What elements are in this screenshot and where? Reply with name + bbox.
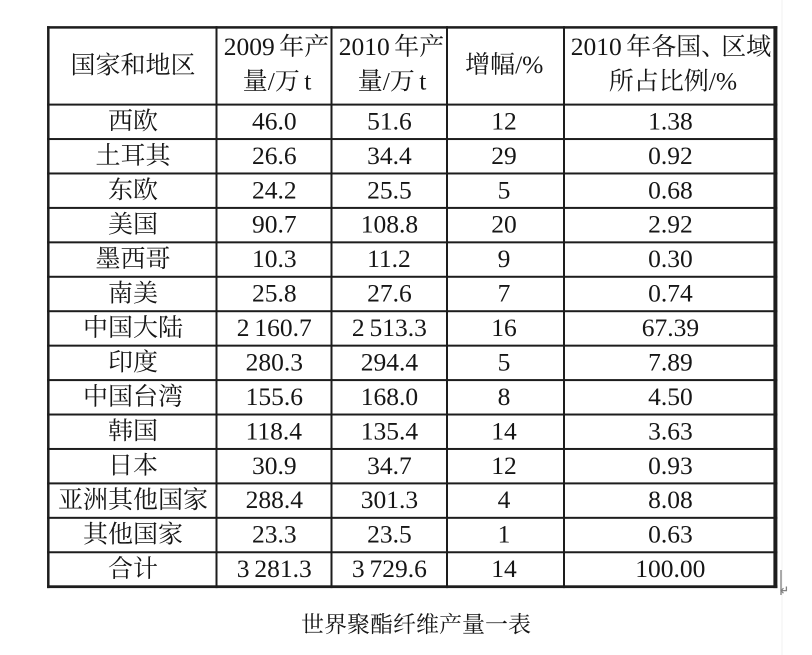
svg-text:0.74: 0.74	[648, 279, 693, 308]
svg-text:135.4: 135.4	[361, 416, 419, 445]
svg-text:5: 5	[498, 175, 511, 204]
svg-text:2: 2	[352, 313, 365, 342]
svg-text:118.4: 118.4	[246, 416, 303, 445]
svg-text:2: 2	[237, 313, 250, 342]
svg-text:2009: 2009	[224, 32, 275, 61]
svg-text:14: 14	[491, 416, 517, 445]
svg-text:281.3: 281.3	[254, 554, 311, 583]
svg-text:4: 4	[498, 485, 511, 514]
svg-text:0.93: 0.93	[648, 451, 693, 480]
svg-text:301.3: 301.3	[361, 485, 418, 514]
svg-text:51.6: 51.6	[367, 106, 412, 135]
svg-text:26.6: 26.6	[252, 141, 297, 170]
svg-text:25.5: 25.5	[367, 175, 412, 204]
svg-text:20: 20	[491, 210, 517, 239]
svg-text:294.4: 294.4	[361, 348, 419, 377]
svg-text:160.7: 160.7	[254, 313, 312, 342]
svg-text:5: 5	[498, 348, 511, 377]
svg-text:9: 9	[498, 244, 511, 273]
svg-text:108.8: 108.8	[361, 210, 418, 239]
svg-text:3: 3	[352, 554, 365, 583]
svg-text:24.2: 24.2	[252, 175, 297, 204]
svg-text:27.6: 27.6	[367, 279, 412, 308]
svg-text:25.8: 25.8	[252, 279, 297, 308]
svg-text:/: /	[268, 67, 276, 96]
svg-text:34.7: 34.7	[367, 451, 412, 480]
svg-text:/%: /%	[709, 67, 737, 96]
svg-text:23.5: 23.5	[367, 520, 412, 549]
svg-text:7.89: 7.89	[648, 348, 693, 377]
svg-text:0.30: 0.30	[648, 244, 693, 273]
svg-text:8.08: 8.08	[648, 485, 693, 514]
svg-text:280.3: 280.3	[246, 348, 303, 377]
svg-text:0.68: 0.68	[648, 175, 693, 204]
svg-text:100.00: 100.00	[635, 554, 705, 583]
svg-text:155.6: 155.6	[246, 382, 303, 411]
svg-text:90.7: 90.7	[252, 210, 297, 239]
svg-text:7: 7	[498, 279, 511, 308]
svg-text:3: 3	[237, 554, 250, 583]
svg-text:288.4: 288.4	[246, 485, 304, 514]
svg-text:29: 29	[491, 141, 517, 170]
svg-text:12: 12	[491, 106, 517, 135]
svg-text:168.0: 168.0	[361, 382, 418, 411]
svg-text:23.3: 23.3	[252, 520, 297, 549]
svg-text:0.92: 0.92	[648, 141, 693, 170]
svg-text:t: t	[304, 67, 311, 96]
svg-text:/%: /%	[515, 50, 543, 79]
svg-text:0.63: 0.63	[648, 520, 693, 549]
svg-text:8: 8	[498, 382, 511, 411]
svg-text:11.2: 11.2	[367, 244, 411, 273]
svg-text:10.3: 10.3	[252, 244, 297, 273]
svg-text:/: /	[383, 67, 391, 96]
svg-text:46.0: 46.0	[252, 106, 297, 135]
svg-text:67.39: 67.39	[642, 313, 699, 342]
svg-text:14: 14	[491, 554, 517, 583]
svg-text:729.6: 729.6	[370, 554, 427, 583]
svg-text:2010: 2010	[339, 32, 390, 61]
svg-text:34.4: 34.4	[367, 141, 412, 170]
svg-text:3.63: 3.63	[648, 416, 693, 445]
svg-text:4.50: 4.50	[648, 382, 693, 411]
svg-text:1: 1	[498, 520, 511, 549]
svg-text:30.9: 30.9	[252, 451, 297, 480]
svg-text:2.92: 2.92	[648, 210, 693, 239]
svg-text:513.3: 513.3	[370, 313, 427, 342]
svg-text:t: t	[419, 67, 426, 96]
svg-text:2010: 2010	[571, 32, 622, 61]
svg-text:1.38: 1.38	[648, 106, 693, 135]
svg-text:12: 12	[491, 451, 517, 480]
svg-text:16: 16	[491, 313, 517, 342]
